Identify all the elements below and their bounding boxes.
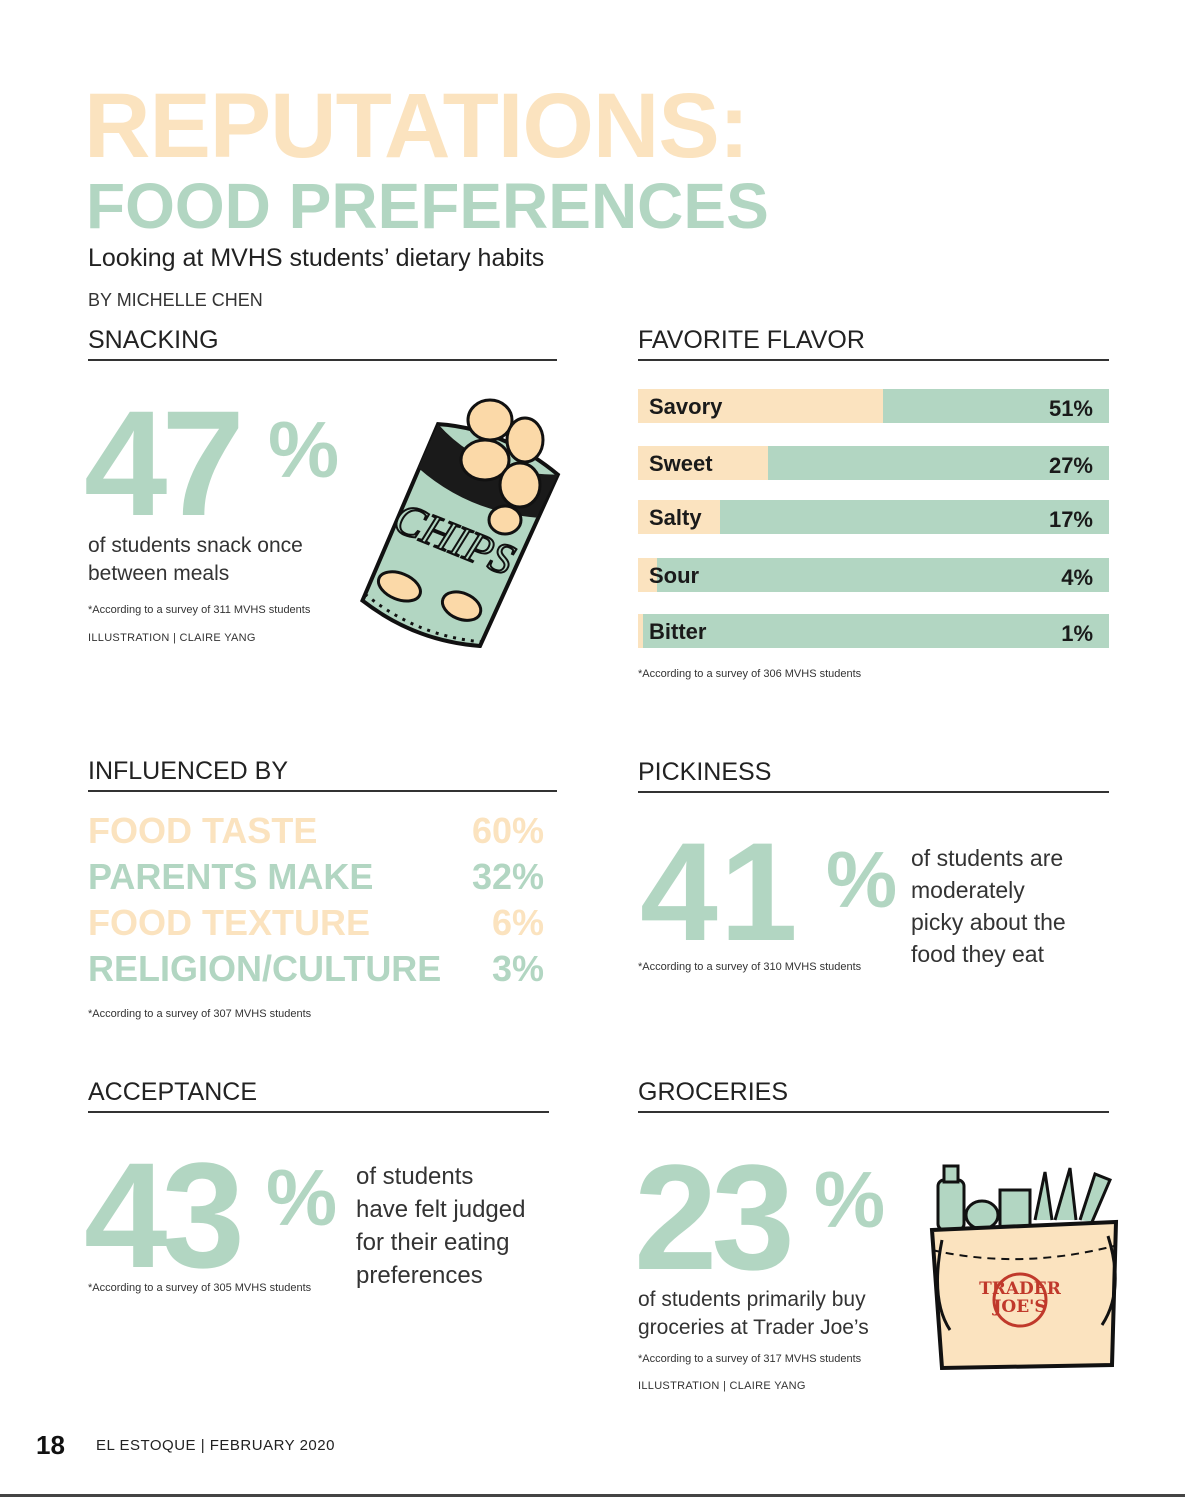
page-number: 18: [36, 1430, 65, 1460]
publication-folio: EL ESTOQUE | FEBRUARY 2020: [96, 1437, 335, 1454]
flavor-bar-value: 17%: [1048, 507, 1093, 532]
pickiness-description-line: food they eat: [911, 941, 1044, 967]
page-subtitle-heading: FOOD PREFERENCES: [86, 170, 769, 242]
flavor-bar-sour: Sour 4%: [638, 558, 1109, 592]
pickiness-description-line: moderately: [911, 877, 1025, 903]
influenced-by-footnote: *According to a survey of 307 MVHS stude…: [88, 1008, 312, 1020]
chips-bag-icon: CHIPS: [360, 398, 561, 649]
influence-row-religion-culture: RELIGION/CULTURE 3%: [88, 948, 544, 994]
acceptance-heading: ACCEPTANCE: [88, 1078, 549, 1113]
influenced-by-heading: INFLUENCED BY: [88, 757, 557, 792]
influence-row-food-texture: FOOD TEXTURE 6%: [88, 902, 544, 948]
acceptance-percent-sign: %: [266, 1153, 338, 1242]
groceries-description: of students primarily buy groceries at T…: [638, 1286, 869, 1342]
flavor-bar-value: 4%: [1061, 565, 1093, 590]
bottom-rule: [0, 1494, 1185, 1497]
influence-row-food-taste: FOOD TASTE 60%: [88, 810, 544, 856]
groceries-description-line: groceries at Trader Joe’s: [638, 1316, 869, 1339]
groceries-illustration-credit: ILLUSTRATION | CLAIRE YANG: [638, 1380, 806, 1392]
snacking-percent-number: 47: [84, 379, 245, 547]
page-title: REPUTATIONS:: [84, 75, 749, 177]
flavor-bar-fill: [638, 558, 658, 592]
snacking-description-line: between meals: [88, 562, 230, 585]
byline: BY MICHELLE CHEN: [88, 290, 263, 310]
grocery-bag-brand-line2: JOE'S: [991, 1297, 1046, 1317]
snacking-percent-sign: %: [268, 405, 340, 494]
snacking-description-line: of students snack once: [88, 534, 303, 557]
flavor-bar-label: Sweet: [649, 451, 713, 476]
groceries-percent-sign: %: [814, 1155, 886, 1244]
flavor-bar-value: 27%: [1048, 453, 1093, 478]
groceries-description-line: of students primarily buy: [638, 1288, 866, 1311]
groceries-footnote: *According to a survey of 317 MVHS stude…: [638, 1353, 862, 1365]
snacking-footnote: *According to a survey of 311 MVHS stude…: [88, 604, 311, 616]
flavor-bar-value: 51%: [1048, 396, 1093, 421]
acceptance-description-line: preferences: [356, 1262, 483, 1289]
snacking-heading: SNACKING: [88, 326, 557, 361]
acceptance-description-line: for their eating: [356, 1229, 510, 1256]
pickiness-heading: PICKINESS: [638, 758, 1109, 793]
flavor-bar-sweet: Sweet 27%: [638, 446, 1109, 480]
influence-row-parents-make: PARENTS MAKE 32%: [88, 856, 544, 902]
snacking-illustration-credit: ILLUSTRATION | CLAIRE YANG: [88, 632, 256, 644]
flavor-bar-bitter: Bitter 1%: [638, 614, 1109, 648]
influence-value: 6%: [491, 902, 544, 943]
influence-label: FOOD TASTE: [88, 810, 318, 851]
flavor-bar-label: Sour: [649, 563, 700, 588]
dek: Looking at MVHS students’ dietary habits: [88, 244, 545, 272]
pickiness-description-line: of students are: [911, 845, 1064, 871]
flavor-bar-savory: Savory 51%: [638, 389, 1109, 423]
groceries-heading: GROCERIES: [638, 1078, 1109, 1113]
pickiness-percent-number: 41: [640, 813, 800, 970]
snacking-description: of students snack once between meals: [88, 532, 303, 588]
grocery-bag-icon: TRADER JOE'S: [929, 1164, 1119, 1371]
acceptance-description-line: have felt judged: [356, 1196, 526, 1223]
acceptance-footnote: *According to a survey of 305 MVHS stude…: [88, 1282, 312, 1294]
favorite-flavor-footnote: *According to a survey of 306 MVHS stude…: [638, 668, 862, 680]
acceptance-percent-number: 43: [84, 1131, 245, 1299]
flavor-bar-label: Bitter: [649, 619, 707, 644]
influence-label: RELIGION/CULTURE: [88, 948, 442, 989]
flavor-bar-label: Salty: [649, 505, 702, 530]
influence-value: 60%: [471, 810, 544, 851]
acceptance-description: of students have felt judged for their e…: [356, 1160, 525, 1292]
pickiness-description: of students are moderately picky about t…: [911, 842, 1066, 970]
influence-label: FOOD TEXTURE: [88, 902, 371, 943]
flavor-bar-fill: [638, 614, 643, 648]
influence-value: 3%: [491, 948, 544, 989]
grocery-bag-brand-line1: TRADER: [979, 1279, 1062, 1299]
flavor-bar-fill: [638, 500, 720, 534]
flavor-bar-salty: Salty 17%: [638, 500, 1109, 534]
flavor-bar-fill: [638, 446, 768, 480]
acceptance-description-line: of students: [356, 1163, 474, 1190]
groceries-percent-number: 23: [634, 1133, 795, 1301]
flavor-bar-value: 1%: [1061, 621, 1093, 646]
pickiness-footnote: *According to a survey of 310 MVHS stude…: [638, 961, 862, 973]
flavor-bar-fill: [638, 389, 883, 423]
pickiness-description-line: picky about the: [911, 909, 1066, 935]
pickiness-percent-sign: %: [826, 835, 898, 924]
influence-value: 32%: [471, 856, 544, 897]
flavor-bar-label: Savory: [649, 394, 723, 419]
favorite-flavor-heading: FAVORITE FLAVOR: [638, 326, 1109, 361]
influence-label: PARENTS MAKE: [88, 856, 374, 897]
